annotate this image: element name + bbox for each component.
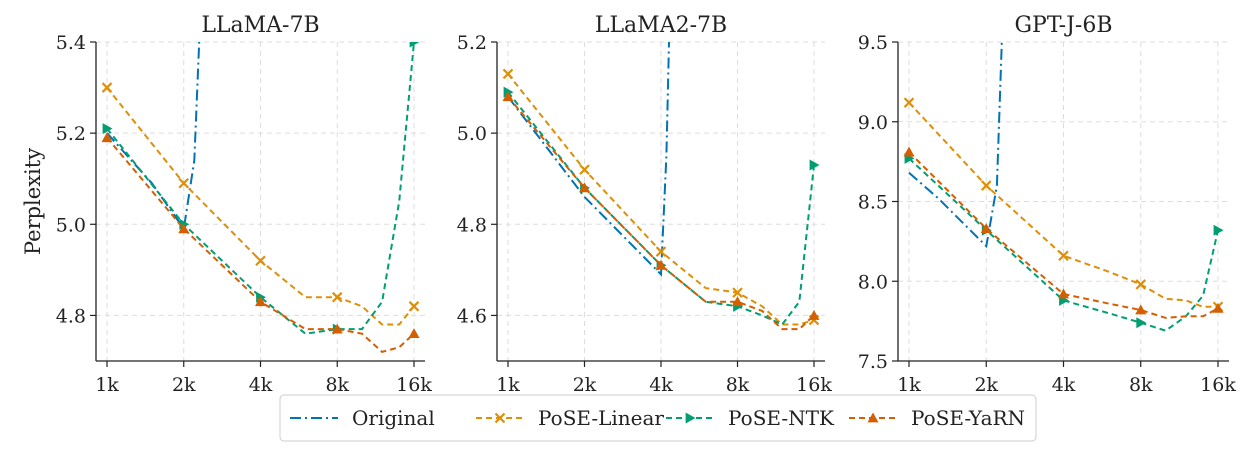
x-tick-label: 1k — [496, 374, 520, 396]
x-tick-label: 8k — [325, 374, 349, 396]
x-tick-label: 16k — [396, 374, 432, 396]
data-point-pose-yarn — [655, 259, 667, 270]
x-tick-label: 16k — [796, 374, 832, 396]
data-point-pose-ntk — [102, 123, 113, 135]
data-point-pose-yarn — [178, 223, 190, 234]
x-tick-label: 8k — [726, 374, 750, 396]
panel-gpt-j-6b: 1k 2k 4k 8k 16k 7.5 8.0 8.5 9.0 9.5 GPT-J-6B — [858, 13, 1237, 396]
series-line-pose-ntk — [106, 42, 415, 335]
data-point-pose-yarn — [579, 182, 590, 193]
data-point-pose-linear — [408, 301, 420, 312]
y-axis-label: Perplexity — [21, 148, 45, 255]
y-tick-label: 5.0 — [457, 123, 487, 145]
data-point-pose-linear — [178, 177, 190, 189]
panel-title: LLaMA-7B — [201, 13, 319, 38]
data-point-pose-yarn — [1135, 304, 1147, 315]
data-point-pose-linear — [502, 68, 514, 80]
series-line-original — [106, 42, 201, 232]
data-point-pose-yarn — [1058, 288, 1069, 299]
data-point-pose-yarn — [255, 296, 266, 307]
x-tick-label: 8k — [1129, 374, 1153, 396]
panel-title: LLaMA2-7B — [595, 13, 727, 38]
data-point-pose-yarn — [903, 146, 915, 157]
x-tick-label: 2k — [974, 374, 998, 396]
data-point-pose-linear — [903, 97, 915, 108]
legend-entry-pose-yarn: PoSE-YaRN — [849, 406, 1025, 430]
y-tick-label: 5.4 — [56, 32, 86, 54]
data-point-pose-ntk — [1136, 317, 1147, 329]
plot-area — [101, 42, 420, 354]
data-point-pose-yarn — [408, 328, 420, 339]
series-line-original — [507, 42, 670, 277]
data-point-pose-linear — [1058, 250, 1069, 262]
x-tick-label: 2k — [573, 374, 597, 396]
legend-entry-pose-ntk: PoSE-NTK — [666, 406, 835, 430]
data-point-pose-ntk — [809, 159, 820, 171]
data-point-pose-yarn — [808, 309, 820, 320]
data-point-pose-linear — [732, 287, 743, 298]
panel-llama2-7b: 1k 2k 4k 8k 16k 4.6 4.8 5.0 5.2 LLaMA2-7B — [457, 13, 833, 396]
legend-entry-original: Original — [290, 406, 435, 430]
y-tick-label: 4.8 — [457, 214, 487, 236]
series-line-pose-yarn — [908, 151, 1219, 319]
y-tick-label: 7.5 — [858, 351, 888, 373]
data-point-pose-linear — [980, 180, 992, 191]
legend-label: PoSE-Linear — [538, 406, 664, 430]
legend-marker — [685, 412, 696, 424]
x-tick-label: 4k — [649, 374, 673, 396]
data-point-pose-linear — [579, 164, 590, 175]
panel-llama-7b: 1k 2k 4k 8k 16k 4.8 5.0 5.2 5.4 LLaMA-7B Perplexit… — [21, 13, 432, 396]
data-point-pose-ntk — [409, 42, 420, 48]
panel-title: GPT-J-6B — [1014, 13, 1112, 38]
data-point-pose-linear — [101, 82, 113, 93]
y-tick-label: 9.0 — [858, 112, 888, 134]
legend: Original PoSE-Linear PoSE-NTK PoSE-YaRN — [279, 394, 1037, 442]
y-tick-label: 5.0 — [56, 214, 86, 236]
data-point-pose-linear — [255, 255, 266, 267]
data-point-pose-linear — [1135, 279, 1147, 290]
legend-box — [279, 394, 1037, 442]
x-tick-label: 4k — [249, 374, 273, 396]
x-tick-label: 1k — [897, 374, 921, 396]
y-tick-label: 5.2 — [457, 32, 487, 54]
legend-label: Original — [352, 406, 435, 430]
legend-marker — [867, 412, 879, 423]
data-point-pose-yarn — [502, 91, 514, 102]
series-line-pose-yarn — [507, 96, 815, 331]
x-tick-label: 1k — [95, 374, 119, 396]
y-tick-label: 4.8 — [56, 305, 86, 327]
data-point-pose-yarn — [980, 223, 992, 234]
y-tick-label: 4.6 — [457, 305, 487, 327]
legend-entry-pose-linear: PoSE-Linear — [476, 406, 664, 430]
data-point-pose-linear — [655, 246, 667, 257]
data-point-pose-yarn — [1212, 302, 1224, 313]
x-tick-label: 2k — [172, 374, 196, 396]
series-line-original — [908, 42, 1003, 249]
y-tick-label: 8.5 — [858, 192, 888, 214]
legend-label: PoSE-YaRN — [911, 406, 1025, 430]
y-tick-label: 5.2 — [56, 123, 86, 145]
data-point-pose-linear — [331, 291, 343, 303]
x-tick-label: 4k — [1052, 374, 1076, 396]
data-point-pose-ntk — [1213, 224, 1224, 236]
plot-area — [502, 42, 820, 331]
y-tick-label: 9.5 — [858, 32, 888, 54]
x-tick-label: 16k — [1200, 374, 1236, 396]
legend-marker — [494, 412, 506, 424]
data-point-pose-yarn — [101, 132, 113, 143]
y-tick-label: 8.0 — [858, 271, 888, 293]
data-point-pose-yarn — [732, 296, 743, 307]
data-point-pose-yarn — [331, 323, 343, 334]
plot-area — [903, 42, 1224, 332]
legend-label: PoSE-NTK — [728, 406, 835, 430]
series-line-pose-yarn — [106, 137, 415, 354]
